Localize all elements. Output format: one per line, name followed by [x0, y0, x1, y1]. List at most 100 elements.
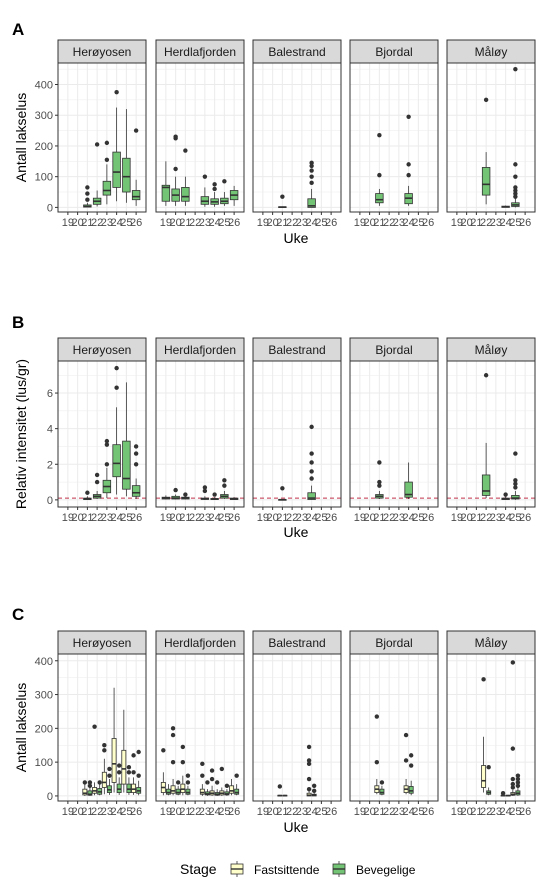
box-c-heroyosen-w25-bevegelige [126, 765, 132, 795]
outlier-point [104, 462, 110, 467]
box-body [82, 788, 88, 796]
x-tick-label: 20 [364, 512, 376, 524]
outlier-point [309, 163, 314, 169]
x-tick-label: 22 [480, 806, 492, 818]
outlier-point [104, 442, 110, 447]
outlier-point [202, 174, 208, 179]
box-b-balestrand-w21-bevegelige [278, 486, 287, 501]
box-a-maloy-w24-bevegelige [501, 205, 510, 208]
x-tick-label: 19 [62, 806, 74, 818]
x-tick-label: 24 [111, 512, 123, 524]
y-tick-label: 300 [35, 110, 53, 122]
outlier-point [510, 660, 516, 665]
x-tick-label: 25 [218, 512, 230, 524]
x-tick-label: 24 [209, 512, 221, 524]
x-tick-label: 24 [209, 217, 221, 229]
outlier-point [513, 478, 518, 483]
outlier-point [185, 773, 191, 778]
x-tick-label: 23 [296, 217, 308, 229]
box-c-heroyosen-w24-bevegelige [116, 763, 122, 795]
y-tick-label: 4 [47, 424, 53, 436]
y-tick-label: 200 [35, 723, 53, 735]
box-b-heroyosen-w25-bevegelige [122, 382, 131, 497]
box-a-heroyosen-w25-bevegelige [122, 109, 131, 203]
outlier-point [406, 172, 411, 178]
box-c-heroyosen-w23-fastsittende [101, 743, 107, 795]
box-c-heroyosen-w21-bevegelige [87, 780, 93, 796]
x-tick-label: 20 [170, 217, 182, 229]
x-tick-label: 19 [62, 512, 74, 524]
box-body [481, 765, 487, 788]
y-tick-label: 300 [35, 690, 53, 702]
box-body [165, 788, 171, 795]
x-tick-label: 19 [257, 806, 269, 818]
outlier-point [173, 166, 178, 172]
x-tick-label: 25 [120, 806, 132, 818]
box-c-balestrand-w21-fastsittende [277, 784, 283, 797]
x-tick-label: 21 [179, 512, 191, 524]
x-tick-label: 24 [306, 806, 318, 818]
box-b-maloy-w24-bevegelige [501, 492, 510, 500]
outlier-point [126, 770, 132, 775]
outlier-point [104, 157, 110, 162]
outlier-point [483, 373, 489, 378]
outlier-point [280, 486, 285, 491]
outlier-point [513, 481, 518, 487]
box-c-herdlafjorden-w20-fastsittende [170, 726, 176, 796]
facet-plot-area [447, 654, 535, 801]
outlier-point [173, 134, 178, 139]
x-tick-label: 20 [267, 217, 279, 229]
outlier-point [131, 770, 136, 775]
outlier-point [483, 97, 489, 103]
outlier-point [306, 786, 312, 792]
box-body [180, 783, 186, 793]
y-tick-label: 100 [35, 172, 53, 184]
x-tick-label: 26 [422, 512, 434, 524]
facet-strip [252, 630, 342, 655]
box-c-herdlafjorden-w24-fastsittende [209, 768, 215, 796]
x-tick-label: 24 [403, 512, 415, 524]
box-a-heroyosen-w22-bevegelige [92, 142, 102, 207]
x-tick-label: 21 [276, 806, 288, 818]
outlier-point [306, 758, 312, 763]
x-tick-label: 19 [257, 512, 269, 524]
box-body [116, 783, 122, 793]
box-body [112, 151, 121, 188]
outlier-point [515, 773, 521, 778]
box-b-herdlafjorden-w20-bevegelige [171, 487, 180, 500]
outlier-point [94, 479, 100, 485]
outlier-point [209, 768, 215, 773]
box-c-herdlafjorden-w19-fastsittende [160, 748, 166, 796]
x-tick-label: 26 [130, 217, 142, 229]
outlier-point [406, 162, 411, 167]
outlier-point [408, 763, 414, 768]
box-body [161, 184, 171, 202]
outlier-point [379, 780, 385, 785]
x-tick-label: 21 [373, 217, 385, 229]
y-tick-label: 0 [47, 202, 53, 214]
facet-strip [349, 39, 439, 64]
x-tick-label: 20 [72, 512, 84, 524]
outlier-point [133, 451, 139, 456]
facet-strip [57, 630, 147, 655]
outlier-point [510, 781, 516, 787]
facet-plot-area [58, 361, 146, 507]
x-tick-label: 19 [451, 806, 463, 818]
facet-plot-area [350, 361, 438, 507]
x-tick-label: 21 [179, 217, 191, 229]
facet-strip-label: Måløy [475, 45, 508, 59]
y-tick-label: 6 [47, 388, 53, 400]
outlier-point [180, 744, 186, 750]
outlier-point [133, 462, 139, 467]
box-a-herdlafjorden-w20-bevegelige [171, 134, 180, 206]
facet-plot-area [447, 63, 535, 212]
facet-strip [252, 337, 342, 362]
x-tick-label: 24 [500, 512, 512, 524]
facet-plot-area [350, 63, 438, 212]
x-tick-label: 19 [354, 217, 366, 229]
x-tick-label: 25 [120, 512, 132, 524]
x-tick-label: 26 [228, 217, 240, 229]
